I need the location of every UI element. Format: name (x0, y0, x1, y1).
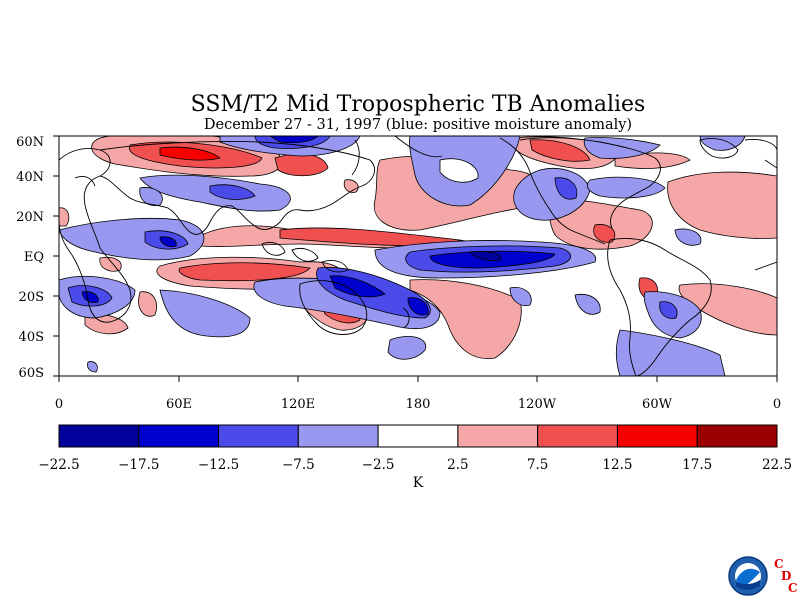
colorbar-tick-label: 2.5 (447, 457, 468, 473)
anomaly-positive-region (409, 279, 522, 359)
anomaly-negative-region (139, 187, 163, 207)
map-panel (58, 135, 778, 377)
anomaly-negative-region (586, 176, 666, 199)
lon-label: 0 (773, 397, 781, 412)
coastline (402, 307, 410, 329)
anomaly-negative-region (574, 293, 601, 315)
map-title: SSM/T2 Mid Tropospheric TB Anomalies (191, 92, 646, 117)
coastline (607, 239, 637, 376)
coastline (699, 138, 739, 159)
anomaly-positive-region (178, 262, 311, 282)
anomaly-negative-region (674, 228, 702, 246)
noaa-logo (728, 556, 768, 596)
coastline (299, 280, 368, 335)
anomaly-negative-region (469, 251, 502, 261)
anomaly-negative-region (407, 297, 429, 316)
colorbar-swatch (377, 424, 459, 448)
lon-label: 60E (166, 397, 192, 412)
anomaly-negative-region (509, 287, 532, 307)
lat-label: 40N (16, 170, 44, 185)
lat-label: 60S (19, 366, 44, 381)
anomaly-negative-region (209, 184, 256, 200)
colorbar-swatch (616, 424, 698, 448)
cdc-letter-d: D (781, 569, 791, 583)
logo-wave (736, 580, 760, 590)
colorbar-tick-label: 17.5 (682, 457, 712, 473)
latitude-axis (53, 135, 59, 377)
coastline (261, 241, 286, 256)
logo-gull (736, 568, 760, 587)
colorbar-swatch (297, 424, 379, 448)
longitude-labels: 0 60E 120E 180 120W 60W 0 (55, 397, 781, 412)
anomaly-negative-region (659, 301, 678, 319)
colorbar-tick-label: −22.5 (38, 457, 79, 473)
coastline (74, 175, 96, 187)
colorbar-tick-label: 7.5 (527, 457, 548, 473)
lon-label: 0 (55, 397, 63, 412)
coastline (394, 136, 443, 158)
anomaly-positive-region (529, 139, 591, 162)
longitude-axis (58, 376, 778, 382)
colorbar-unit-label: K (413, 475, 424, 491)
anomaly-positive-region (667, 171, 777, 239)
latitude-labels: 60N 40N 20N EQ 20S 40S 60S (16, 135, 44, 381)
anomaly-negative-region (159, 236, 177, 247)
colorbar-tick-label: −12.5 (198, 457, 239, 473)
anomaly-negative-region (81, 291, 99, 303)
map-subtitle: December 27 - 31, 1997 (blue: positive m… (204, 117, 632, 133)
colorbar-tick-label: 22.5 (762, 457, 792, 473)
colorbar-swatch (138, 424, 220, 448)
colorbar-swatch (537, 424, 618, 448)
colorbar-swatch (457, 424, 539, 448)
anomaly-positive-region (159, 146, 221, 161)
anomaly-negative-region (329, 275, 386, 298)
anomaly-negative-region (159, 289, 251, 338)
colorbar-tick-label: −17.5 (118, 457, 159, 473)
coastline (744, 139, 777, 151)
lat-label: 40S (19, 330, 44, 345)
cdc-letter-c2: C (788, 581, 798, 595)
anomaly-negative-region (387, 336, 427, 360)
anomaly-contours (59, 136, 777, 376)
coastlines (59, 136, 777, 376)
lat-label: 20S (19, 290, 44, 305)
anomaly-positive-region (59, 207, 70, 227)
colorbar-swatch (218, 424, 299, 448)
colorbar-swatch (58, 424, 140, 448)
anomaly-negative-region (439, 158, 479, 183)
coastline (499, 137, 606, 245)
cdc-letter-c1: C (774, 557, 784, 571)
lon-label: 120E (281, 397, 315, 412)
lat-label: 20N (16, 210, 44, 225)
lon-label: 180 (406, 397, 431, 412)
coastline (351, 139, 360, 176)
colorbar-tick-label: 12.5 (602, 457, 632, 473)
lon-label: 120W (518, 397, 557, 412)
anomaly-negative-region (615, 329, 726, 376)
colorbar-tick-label: −7.5 (282, 457, 315, 473)
coastline (519, 137, 661, 229)
coastline (99, 141, 375, 235)
lon-label: 60W (642, 397, 673, 412)
anomaly-positive-region (593, 224, 616, 243)
lat-label: EQ (24, 250, 44, 265)
coastline (764, 159, 777, 169)
colorbar-tick-label: −2.5 (362, 457, 395, 473)
anomaly-positive-region (138, 291, 157, 317)
coastline (321, 259, 349, 273)
anomaly-negative-region (699, 136, 746, 151)
anomaly-negative-region (87, 361, 98, 373)
colorbar-swatch (696, 424, 778, 448)
coastline (609, 238, 712, 376)
coastline (59, 148, 132, 323)
anomaly-negative-region (554, 177, 578, 200)
colorbar: −22.5 −17.5 −12.5 −7.5 −2.5 2.5 7.5 12.5 17.5 22.… (38, 424, 792, 473)
lat-label: 60N (16, 135, 44, 150)
coastline (291, 247, 319, 262)
coastline (754, 261, 777, 271)
